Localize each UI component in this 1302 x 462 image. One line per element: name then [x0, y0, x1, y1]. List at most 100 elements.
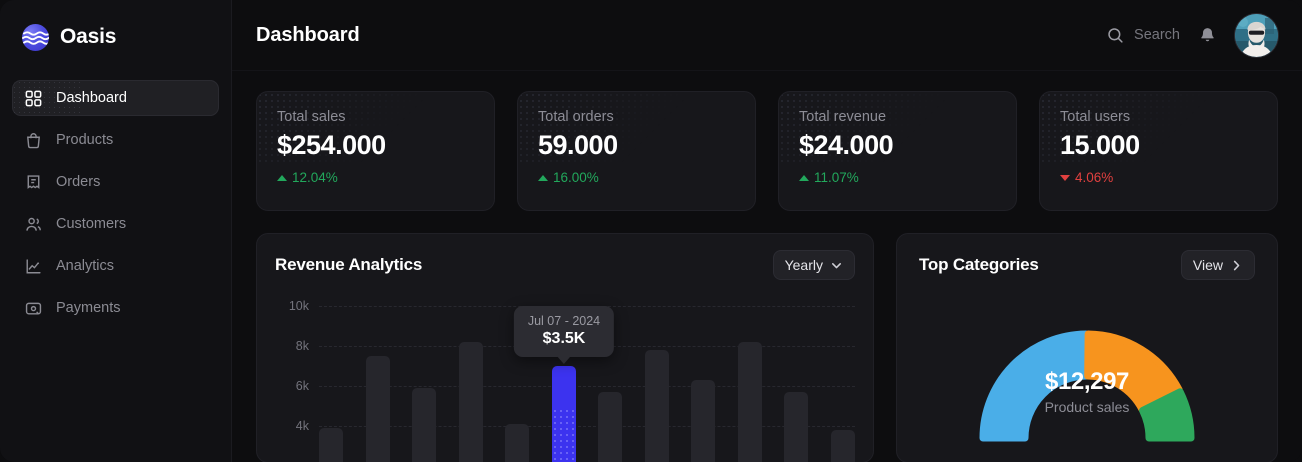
stat-delta: 16.00% — [538, 170, 735, 185]
period-select[interactable]: Yearly — [772, 250, 855, 280]
y-axis: 10k 8k 6k 4k — [275, 296, 309, 436]
y-tick: 6k — [295, 379, 309, 393]
stat-delta-value: 11.07% — [814, 170, 859, 185]
sidebar-item-payments[interactable]: Payments — [12, 290, 219, 326]
trend-up-icon — [538, 174, 548, 181]
payment-icon — [24, 299, 43, 318]
sidebar-item-customers[interactable]: Customers — [12, 206, 219, 242]
stat-card-total-sales[interactable]: Total sales $254.000 12.04% — [256, 91, 495, 211]
main-area: Dashboard Search — [232, 0, 1302, 462]
stat-delta: 12.04% — [277, 170, 474, 185]
notifications-button[interactable] — [1198, 26, 1217, 45]
bell-icon — [1198, 26, 1217, 45]
view-label: View — [1192, 257, 1223, 273]
grid-icon — [24, 89, 43, 108]
panel-header: Revenue Analytics Yearly — [275, 250, 855, 280]
stat-value: 15.000 — [1060, 130, 1140, 160]
stat-label: Total revenue — [799, 109, 887, 125]
stat-card-total-users[interactable]: Total users 15.000 4.06% — [1039, 91, 1278, 211]
bar[interactable] — [412, 388, 437, 462]
trend-up-icon — [277, 174, 287, 181]
bar[interactable] — [737, 342, 762, 462]
stat-label: Total sales — [277, 109, 346, 125]
categories-gauge-chart: $12,297 Product sales — [919, 296, 1255, 462]
panel-title: Revenue Analytics — [275, 255, 423, 274]
stat-label: Total users — [1060, 109, 1131, 125]
page-title: Dashboard — [256, 23, 360, 46]
sidebar: Oasis Dashboard — [0, 0, 232, 462]
period-label: Yearly — [784, 257, 823, 273]
brand-name: Oasis — [60, 25, 117, 48]
stat-delta-value: 12.04% — [292, 170, 338, 185]
stat-delta: 4.06% — [1060, 170, 1257, 185]
bar[interactable] — [319, 428, 343, 462]
bar[interactable] — [598, 392, 623, 462]
gauge-center-label: $12,297 Product sales — [987, 368, 1187, 415]
search-input[interactable]: Search — [1106, 26, 1180, 45]
bar-highlighted[interactable] — [551, 366, 576, 462]
sidebar-item-label: Products — [56, 132, 114, 148]
gauge-segment[interactable] — [979, 330, 1090, 442]
tooltip-date: Jul 07 - 2024 — [527, 314, 601, 328]
revenue-analytics-panel: Revenue Analytics Yearly 10k 8k 6k — [256, 233, 874, 462]
chart-tooltip: Jul 07 - 2024 $3.5K — [513, 306, 615, 357]
trend-up-icon — [799, 174, 809, 181]
stat-delta-value: 4.06% — [1075, 170, 1114, 185]
stat-card-total-orders[interactable]: Total orders 59.000 16.00% — [517, 91, 756, 211]
y-tick: 10k — [288, 299, 309, 313]
bar[interactable] — [365, 356, 390, 462]
sidebar-nav: Dashboard Products Ord — [0, 80, 231, 326]
tooltip-value: $3.5K — [542, 330, 586, 347]
plot-area: Jul 07 - 2024 $3.5K — [319, 296, 855, 462]
sidebar-item-orders[interactable]: Orders — [12, 164, 219, 200]
topbar: Dashboard Search — [232, 0, 1302, 71]
bar[interactable] — [458, 342, 483, 462]
gauge-segment[interactable] — [1139, 388, 1195, 442]
revenue-bar-chart: 10k 8k 6k 4k Jul 07 - 2 — [275, 296, 855, 462]
trend-down-icon — [1060, 174, 1070, 181]
sidebar-item-dashboard[interactable]: Dashboard — [12, 80, 219, 116]
search-icon — [1106, 26, 1125, 45]
search-placeholder: Search — [1134, 27, 1180, 43]
topbar-actions: Search — [1106, 13, 1278, 57]
view-button[interactable]: View — [1180, 250, 1255, 280]
users-icon — [24, 215, 43, 234]
y-tick: 8k — [295, 339, 309, 353]
bar-series — [319, 296, 855, 462]
stat-value: 59.000 — [538, 130, 618, 160]
panel-header: Top Categories View — [919, 250, 1255, 280]
gridline — [319, 426, 855, 427]
bar[interactable] — [830, 430, 855, 462]
bar[interactable] — [784, 392, 809, 462]
stat-value: $254.000 — [277, 130, 386, 160]
content: Total sales $254.000 12.04% Total orders… — [232, 71, 1302, 462]
sidebar-item-products[interactable]: Products — [12, 122, 219, 158]
sidebar-item-label: Customers — [56, 216, 127, 232]
bar[interactable] — [644, 350, 669, 462]
chevron-right-icon — [1233, 260, 1240, 270]
sidebar-item-analytics[interactable]: Analytics — [12, 248, 219, 284]
chevron-down-icon — [831, 262, 842, 268]
bag-icon — [24, 131, 43, 150]
gauge-caption: Product sales — [1044, 399, 1130, 415]
top-categories-panel: Top Categories View $12,297 Product — [896, 233, 1278, 462]
panels-row: Revenue Analytics Yearly 10k 8k 6k — [256, 233, 1278, 462]
bar[interactable] — [691, 380, 716, 462]
stat-value: $24.000 — [799, 130, 894, 160]
receipt-icon — [24, 173, 43, 192]
stats-row: Total sales $254.000 12.04% Total orders… — [256, 91, 1278, 211]
sidebar-item-label: Orders — [56, 174, 101, 190]
sidebar-item-label: Payments — [56, 300, 121, 316]
stat-delta: 11.07% — [799, 170, 996, 185]
panel-title: Top Categories — [919, 255, 1039, 274]
avatar[interactable] — [1235, 13, 1278, 57]
y-tick: 4k — [295, 419, 309, 433]
sidebar-item-label: Analytics — [56, 258, 115, 274]
gridline — [319, 386, 855, 387]
bar[interactable] — [505, 424, 530, 462]
stat-card-total-revenue[interactable]: Total revenue $24.000 11.07% — [778, 91, 1017, 211]
brand[interactable]: Oasis — [0, 16, 231, 58]
gauge-amount: $12,297 — [1045, 368, 1129, 395]
gauge-svg — [979, 330, 1195, 442]
